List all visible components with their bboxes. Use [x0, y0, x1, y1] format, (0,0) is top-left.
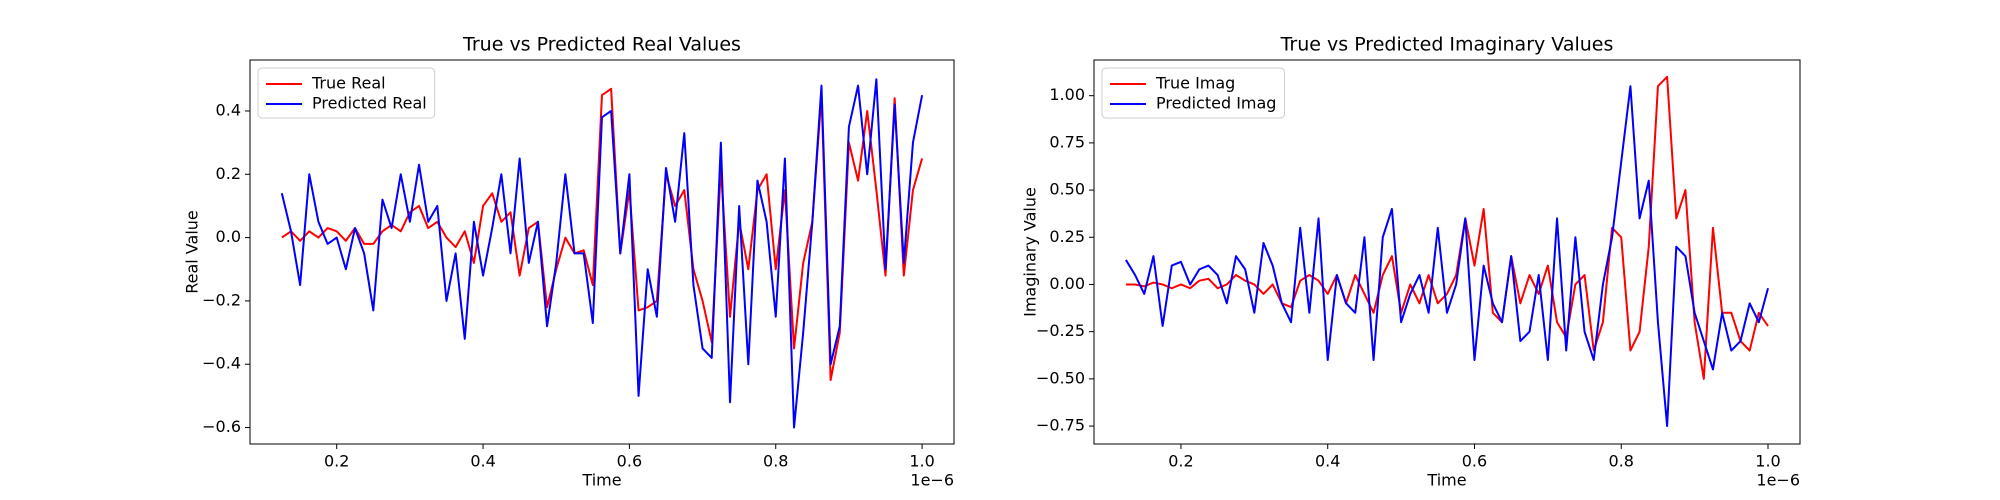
y-tick-label: 0.25 [1049, 227, 1085, 246]
x-tick-label: 1.0 [909, 452, 934, 471]
legend-label: Predicted Imag [1156, 94, 1276, 113]
legend-label: Predicted Real [312, 94, 427, 113]
subplot: 0.2 0.4 0.6 0.8 1.0 −0.6 −0.4 −0.2 0.0 0.2 0.4 True… [183, 34, 955, 490]
x-tick-label: 0.2 [1168, 452, 1193, 471]
y-tick-label: 0.00 [1049, 274, 1085, 293]
y-tick-label: 0.75 [1049, 132, 1085, 151]
y-tick-label: 1.00 [1049, 85, 1085, 104]
y-tick-label: −0.75 [1036, 416, 1085, 435]
y-axis-label: Imaginary Value [1021, 187, 1040, 317]
x-offset-label: 1e−6 [910, 471, 954, 490]
chart-title: True vs Predicted Real Values [462, 34, 741, 56]
subplot: 0.2 0.4 0.6 0.8 1.0 −0.75 −0.50 −0.25 0.00 0.25 0.… [1021, 34, 1801, 490]
y-axis-label: Real Value [183, 210, 202, 294]
data-line [1125, 75, 1769, 380]
x-tick-label: 0.6 [1462, 452, 1487, 471]
x-tick-label: 0.6 [617, 452, 642, 471]
x-tick-label: 0.4 [1315, 452, 1340, 471]
x-axis-label: Time [1426, 471, 1466, 490]
data-line [280, 78, 924, 429]
y-tick-label: 0.2 [216, 164, 241, 183]
chart-title: True vs Predicted Imaginary Values [1280, 34, 1614, 56]
y-tick-label: 0.0 [216, 227, 241, 246]
axes-frame [249, 59, 955, 445]
y-tick-label: −0.25 [1036, 321, 1085, 340]
axes-frame [1093, 59, 1801, 445]
y-tick-label: −0.6 [202, 417, 241, 436]
y-tick-label: −0.50 [1036, 368, 1085, 387]
y-tick-label: 0.4 [216, 100, 241, 119]
x-tick-label: 1.0 [1755, 452, 1780, 471]
x-tick-label: 0.2 [324, 452, 349, 471]
legend-label: True Real [311, 74, 386, 93]
legend-frame [257, 67, 436, 119]
x-tick-label: 0.8 [763, 452, 788, 471]
x-axis-label: Time [581, 471, 621, 490]
y-tick-label: −0.2 [202, 290, 241, 309]
y-tick-label: −0.4 [202, 354, 241, 373]
legend-frame [1101, 67, 1285, 119]
y-tick-label: 0.50 [1049, 180, 1085, 199]
data-line [1125, 85, 1769, 428]
x-tick-label: 0.4 [470, 452, 495, 471]
x-offset-label: 1e−6 [1756, 471, 1800, 490]
x-tick-label: 0.8 [1609, 452, 1634, 471]
legend-label: True Imag [1155, 74, 1235, 93]
